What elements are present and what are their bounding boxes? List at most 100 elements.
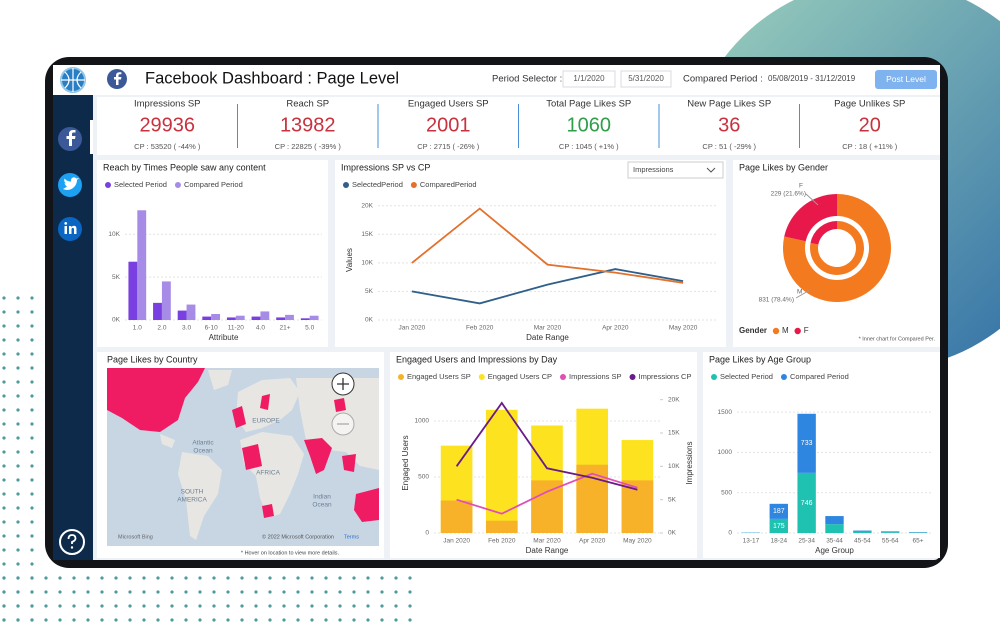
x-axis-label: Attribute: [209, 333, 239, 342]
x-tick-label: Apr 2020: [579, 538, 606, 545]
header-fb-glyph: [114, 72, 122, 85]
line: [411, 207, 684, 284]
compared-label: Compared Period :: [683, 74, 763, 85]
logo-globe: [61, 68, 85, 92]
y-tick-label: 1500: [718, 409, 733, 416]
x-axis-label: Date Range: [526, 333, 569, 342]
bar: [202, 316, 212, 320]
legend-label: Compared Period: [790, 372, 849, 381]
kpi-value: 29936: [139, 114, 195, 136]
x-tick-label: 5.0: [305, 325, 314, 332]
twitter-glyph: [63, 177, 79, 190]
x-tick-label: 25-34: [798, 538, 815, 545]
legend-marker: [174, 182, 181, 188]
y2-tick-label: 20K: [668, 396, 680, 403]
dropdown-label: Impressions: [633, 165, 674, 174]
compared-range: 05/08/2019 - 31/12/2019: [768, 74, 856, 83]
linkedin-glyph: [64, 222, 77, 234]
data-label: 187: [773, 508, 785, 515]
legend-label: Engaged Users SP: [407, 372, 471, 381]
legend-marker: [711, 374, 717, 380]
y-axis-label: Engaged Users: [401, 435, 410, 490]
y-tick-label: 0: [728, 530, 732, 537]
x-tick-label: Feb 2020: [488, 538, 516, 545]
x-axis-label: Date Range: [526, 546, 569, 555]
post-level-button[interactable]: [875, 70, 937, 89]
legend-label: SelectedPeriod: [352, 180, 403, 189]
chart-title: Engaged Users and Impressions by Day: [396, 354, 558, 364]
start-date: 1/1/2020: [573, 74, 605, 83]
x-tick-label: Apr 2020: [602, 325, 629, 332]
bar: [309, 315, 319, 320]
slice-label: 831 (78.4%): [759, 297, 794, 304]
x-tick-label: 13-17: [743, 538, 760, 545]
panel: [335, 160, 726, 347]
slice-category: F: [799, 183, 803, 190]
kpi-value: 36: [718, 114, 740, 136]
x-tick-label: 18-24: [770, 538, 787, 545]
help-button[interactable]: [59, 529, 85, 555]
start-date-box[interactable]: [562, 70, 616, 88]
chart-title: Reach by Times People saw any content: [103, 162, 266, 172]
bar-segment: [853, 530, 872, 532]
bar-segment: [825, 524, 844, 533]
map-label: Atlantic: [192, 440, 214, 447]
y2-tick-label: 5K: [668, 496, 677, 503]
y-tick-label: 0K: [112, 317, 121, 324]
bar: [226, 317, 236, 320]
inner-donut-segment: [810, 221, 865, 275]
facebook-glyph: [66, 130, 76, 146]
y-tick-label: 1000: [718, 449, 733, 456]
x-tick-label: 35-44: [826, 538, 843, 545]
bar-segment: [853, 531, 872, 533]
kpi-compare: CP : 51 ( -29% ): [702, 142, 756, 151]
kpi-label: Reach SP: [286, 99, 329, 110]
line: [411, 268, 684, 305]
kpi-label: Page Unlikes SP: [834, 99, 905, 110]
map-land: [178, 452, 222, 540]
zoom-in-glyph: [337, 378, 349, 390]
page-title: Facebook Dashboard : Page Level: [145, 69, 399, 87]
line: [456, 472, 638, 515]
bar-segment: [881, 531, 900, 533]
map-label: Ocean: [312, 502, 332, 509]
map-region-highlight: [232, 394, 270, 428]
bar-segment: [769, 503, 788, 519]
y-tick-label: 10K: [108, 231, 120, 238]
end-date: 5/31/2020: [628, 74, 664, 83]
bar: [128, 261, 138, 320]
y-axis-label: Values: [345, 248, 354, 272]
bar: [260, 311, 270, 320]
kpi-value: 13982: [280, 114, 336, 136]
bar: [251, 316, 261, 320]
bar-segment: [797, 472, 816, 533]
chart-note: * Inner chart for Compared Per.: [859, 336, 936, 342]
y2-tick-label: 15K: [668, 430, 680, 437]
bar-segment: [825, 516, 844, 525]
bar: [186, 304, 196, 320]
x-tick-label: Mar 2020: [533, 538, 561, 545]
header-bar: [93, 65, 940, 95]
period-label: Period Selector :: [492, 74, 562, 85]
legend-marker: [105, 182, 111, 188]
legend-label: Selected Period: [114, 180, 167, 189]
y-tick-label: 5K: [112, 274, 121, 281]
bar: [235, 315, 245, 320]
map[interactable]: [107, 368, 379, 546]
end-date-box[interactable]: [620, 70, 672, 88]
bar: [440, 500, 473, 533]
slice-label: 229 (21.6%): [771, 191, 806, 198]
legend-label: Engaged Users CP: [488, 372, 552, 381]
bar: [485, 520, 518, 533]
bar-segment: [881, 532, 900, 533]
map-attribution: Microsoft Bing: [118, 534, 153, 540]
legend-label: ComparedPeriod: [420, 180, 477, 189]
bar: [485, 409, 518, 533]
map-label: SOUTH: [181, 489, 204, 496]
dropdown[interactable]: [627, 161, 724, 179]
x-tick-label: 2.0: [157, 325, 166, 332]
data-label: 746: [801, 500, 813, 507]
kpi-label: Total Page Likes SP: [546, 99, 631, 110]
x-tick-label: May 2020: [623, 538, 652, 545]
